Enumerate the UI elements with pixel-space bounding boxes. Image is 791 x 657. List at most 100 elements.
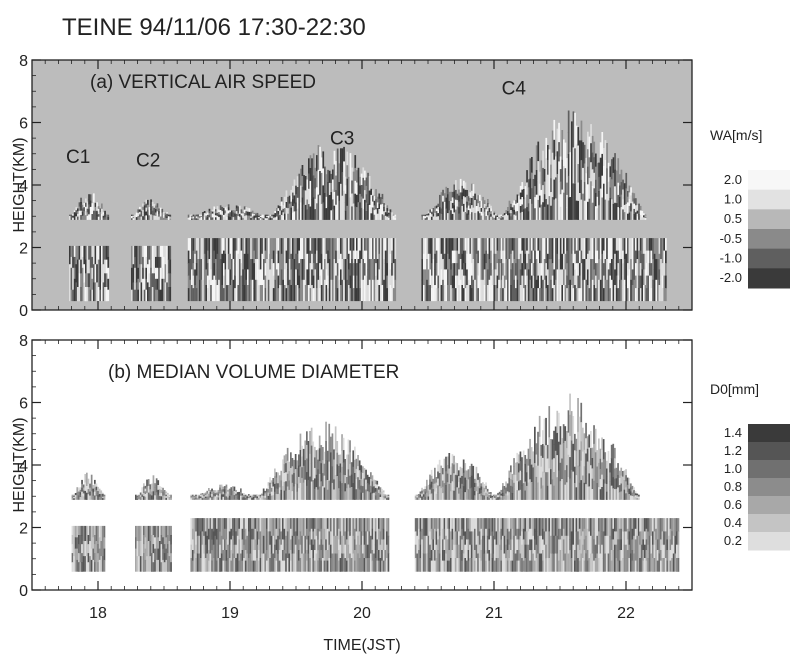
- echo-streak: [467, 200, 470, 206]
- echo-streak: [338, 477, 340, 489]
- echo-streak: [572, 250, 575, 264]
- echo-streak: [524, 208, 527, 220]
- echo-streak: [331, 482, 334, 500]
- echo-streak: [266, 214, 268, 217]
- echo-streak: [363, 468, 366, 479]
- echo-streak: [543, 206, 546, 220]
- echo-streak: [196, 494, 199, 497]
- echo-streak: [511, 211, 514, 216]
- echo-streak: [208, 550, 210, 562]
- echo-streak: [294, 454, 297, 470]
- echo-streak: [432, 560, 435, 572]
- echo-streak: [429, 494, 431, 500]
- echo-streak: [306, 179, 309, 190]
- echo-streak: [131, 218, 133, 220]
- echo-streak: [478, 493, 481, 500]
- echo-streak: [280, 197, 283, 202]
- echo-streak: [151, 201, 154, 207]
- echo-streak: [500, 518, 503, 530]
- echo-streak: [464, 492, 467, 500]
- echo-streak: [266, 560, 268, 572]
- echo-streak: [435, 216, 438, 220]
- echo-streak: [606, 279, 608, 302]
- echo-streak: [195, 498, 197, 500]
- echo-streak: [317, 518, 319, 530]
- echo-streak: [286, 518, 289, 532]
- echo-streak: [277, 553, 279, 572]
- echo-streak: [215, 211, 217, 214]
- echo-streak: [364, 238, 366, 252]
- echo-streak: [582, 167, 584, 195]
- echo-streak: [502, 275, 504, 289]
- echo-streak: [294, 558, 297, 572]
- echo-streak: [216, 269, 219, 286]
- echo-streak: [391, 288, 393, 302]
- echo-streak: [314, 178, 317, 189]
- echo-streak: [77, 287, 79, 302]
- echo-streak: [357, 455, 359, 467]
- echo-streak: [643, 253, 645, 270]
- echo-streak: [350, 487, 353, 500]
- echo-streak: [604, 279, 607, 302]
- echo-streak: [243, 558, 245, 572]
- echo-streak: [105, 259, 108, 274]
- echo-streak: [478, 476, 481, 483]
- echo-streak: [378, 489, 380, 494]
- echo-streak: [545, 250, 548, 264]
- echo-streak: [478, 558, 481, 572]
- echo-streak: [588, 198, 591, 220]
- echo-streak: [333, 178, 336, 193]
- echo-streak: [150, 199, 152, 205]
- echo-streak: [491, 497, 494, 499]
- echo-streak: [97, 273, 100, 288]
- echo-streak: [156, 278, 159, 291]
- echo-streak: [237, 269, 240, 286]
- echo-streak: [203, 285, 206, 302]
- echo-streak: [267, 482, 270, 487]
- echo-streak: [617, 539, 619, 551]
- echo-streak: [248, 544, 250, 559]
- echo-streak: [237, 285, 240, 302]
- echo-streak: [89, 206, 92, 214]
- echo-streak: [447, 200, 449, 208]
- echo-streak: [477, 486, 479, 494]
- echo-streak: [519, 285, 522, 302]
- echo-streak: [359, 275, 361, 289]
- echo-streak: [224, 269, 227, 286]
- echo-streak: [588, 518, 591, 532]
- echo-streak: [282, 215, 285, 220]
- echo-streak: [249, 535, 252, 554]
- echo-streak: [165, 494, 168, 497]
- echo-streak: [505, 481, 507, 488]
- echo-streak: [513, 518, 515, 537]
- echo-streak: [508, 200, 511, 208]
- echo-streak: [522, 466, 525, 484]
- echo-streak: [496, 217, 499, 219]
- echo-streak: [566, 194, 568, 208]
- echo-streak: [529, 259, 532, 281]
- echo-streak: [208, 493, 210, 497]
- echo-streak: [394, 214, 397, 217]
- echo-streak: [102, 492, 104, 495]
- echo-streak: [582, 531, 584, 546]
- echo-streak: [622, 558, 624, 572]
- echo-streak: [434, 253, 436, 270]
- echo-streak: [480, 539, 483, 551]
- echo-streak: [475, 238, 478, 255]
- echo-streak: [333, 238, 336, 260]
- echo-streak: [456, 544, 459, 559]
- echo-streak: [225, 490, 228, 494]
- echo-streak: [141, 494, 144, 498]
- echo-streak: [570, 518, 573, 532]
- echo-streak: [95, 493, 98, 497]
- echo-streak: [374, 544, 377, 559]
- echo-streak: [267, 489, 270, 493]
- echo-streak: [332, 189, 334, 200]
- echo-streak: [215, 259, 217, 281]
- echo-streak: [495, 497, 498, 499]
- echo-streak: [647, 275, 650, 289]
- echo-streak: [432, 216, 435, 220]
- echo-streak: [510, 518, 512, 530]
- echo-streak: [298, 539, 300, 551]
- echo-streak: [601, 531, 603, 546]
